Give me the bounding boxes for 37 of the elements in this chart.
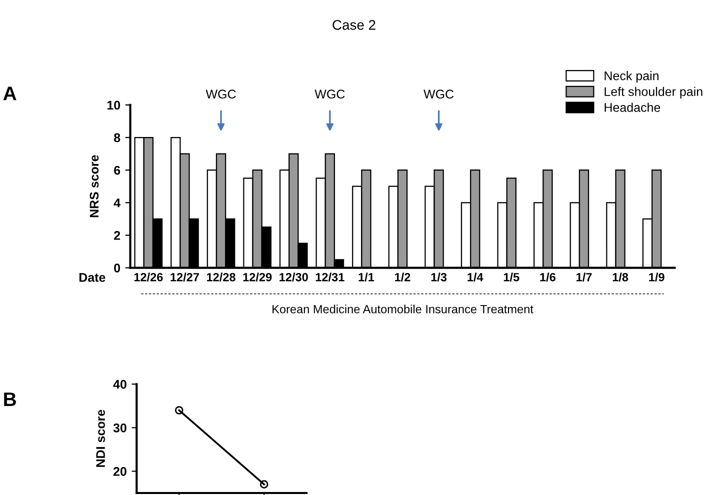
x-tick-label: 12/31 xyxy=(316,272,344,282)
x-tick-label: 1/9 xyxy=(649,272,664,282)
legend-label: Neck pain xyxy=(604,71,658,83)
annotation: WGC xyxy=(424,90,454,99)
x-tick-label: 12/30 xyxy=(280,272,308,282)
y-tick-label: 10 xyxy=(107,100,120,110)
x-tick-label: 12/28 xyxy=(206,272,236,282)
x-tick-label: 1/6 xyxy=(540,272,556,282)
text: B xyxy=(4,392,16,406)
y-tick-label: 30 xyxy=(113,423,126,432)
x-tick-label: 12/29 xyxy=(243,272,272,282)
text: A xyxy=(3,86,16,100)
x-tick-label: 1/3 xyxy=(431,272,447,282)
text: Korean Medicine Automobile Insurance Treatment xyxy=(272,304,534,314)
y-tick-label: 6 xyxy=(114,166,120,175)
x-tick-label: 12/27 xyxy=(170,272,199,282)
y-tick-label: 4 xyxy=(114,198,120,208)
y-axis-title: NDI score xyxy=(96,410,105,467)
chart-title: Case 2 xyxy=(332,20,376,30)
y-tick-label: 8 xyxy=(114,133,120,142)
legend-label: Left shoulder pain xyxy=(604,86,702,99)
annotation: WGC xyxy=(314,90,345,99)
x-tick-label: 1/7 xyxy=(576,272,592,282)
x-tick-label: 1/5 xyxy=(504,272,520,282)
x-tick-label: 12/26 xyxy=(134,272,163,282)
x-tick-label: 1/1 xyxy=(358,272,374,282)
y-tick-label: 2 xyxy=(114,231,120,240)
y-tick-label: 40 xyxy=(113,380,126,389)
y-axis-title: NRS score xyxy=(90,155,99,218)
y-tick-label: 0 xyxy=(114,264,120,272)
y-tick-label: 20 xyxy=(113,467,126,476)
legend-label: Headache xyxy=(604,102,660,112)
x-tick-label: 1/2 xyxy=(395,272,410,282)
annotation: WGC xyxy=(206,90,236,99)
x-axis-title: Date xyxy=(79,273,106,282)
x-tick-label: 1/8 xyxy=(612,272,628,282)
x-tick-label: 1/4 xyxy=(468,272,484,282)
